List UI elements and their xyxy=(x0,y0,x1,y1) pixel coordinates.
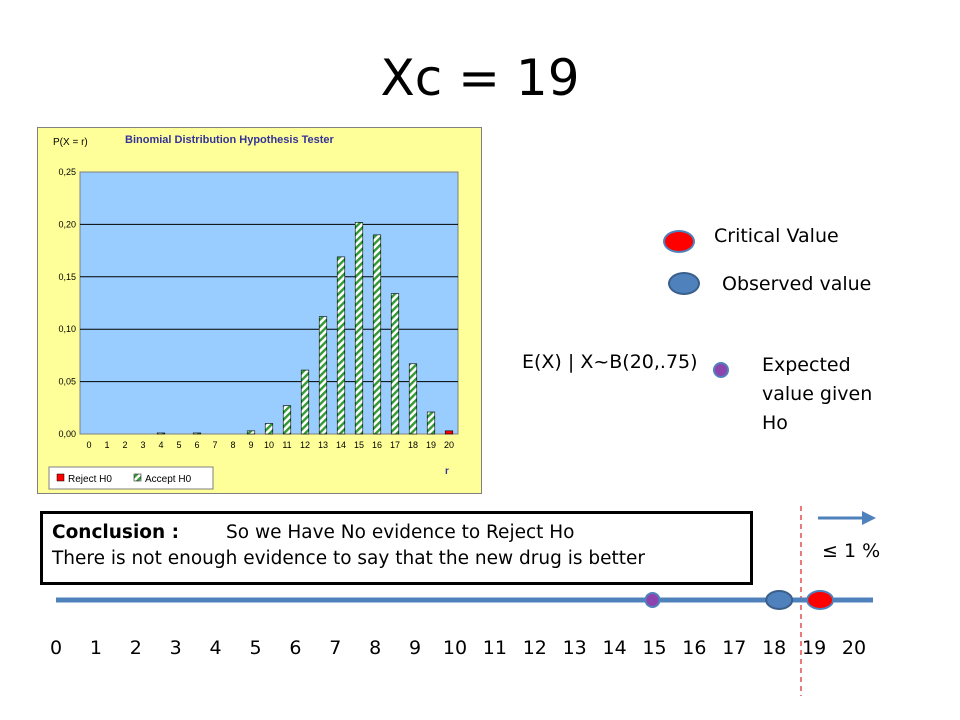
conclusion-statement: So we Have No evidence to Reject Ho xyxy=(226,522,575,543)
bar-accept xyxy=(264,423,274,435)
number-line-tick-label: 9 xyxy=(409,637,421,659)
number-line-tick-label: 16 xyxy=(682,637,706,659)
number-line-tick-label: 10 xyxy=(443,637,467,659)
x-tick-label: 0 xyxy=(86,440,91,450)
chart-title: Binomial Distribution Hypothesis Tester xyxy=(125,134,335,146)
number-line-tick-label: 12 xyxy=(523,637,547,659)
y-tick-label: 0,25 xyxy=(58,167,76,177)
x-tick-label: 15 xyxy=(354,440,364,450)
x-tick-label: 19 xyxy=(426,440,436,450)
x-tick-label: 20 xyxy=(444,440,454,450)
slide-title: Xc = 19 xyxy=(380,49,580,107)
y-axis-label: P(X = r) xyxy=(53,137,88,148)
x-tick-label: 3 xyxy=(140,440,145,450)
number-line-tick-label: 2 xyxy=(130,637,142,659)
expected-value-marker xyxy=(713,362,729,378)
bar-reject xyxy=(444,430,454,435)
x-tick-label: 7 xyxy=(212,440,217,450)
x-tick-label: 10 xyxy=(264,440,274,450)
critical-value-label: Critical Value xyxy=(714,225,839,247)
x-tick-label: 4 xyxy=(158,440,163,450)
x-tick-label: 14 xyxy=(336,440,346,450)
expected-value-formula: E(X) | X~B(20,.75) xyxy=(522,351,698,373)
number-line-tick-label: 11 xyxy=(483,637,507,659)
bar-accept xyxy=(408,363,418,435)
bar-accept xyxy=(354,222,364,435)
chart-legend: Reject H0 Accept H0 xyxy=(48,466,214,490)
binomial-chart-panel: P(X = r) Binomial Distribution Hypothesi… xyxy=(37,127,482,499)
number-line-tick-label: 7 xyxy=(329,637,341,659)
number-line-tick-label: 1 xyxy=(90,637,102,659)
expected-value-caption: Expected value given Ho xyxy=(762,354,873,434)
x-tick-label: 2 xyxy=(122,440,127,450)
conclusion-line-2: There is not enough evidence to say that… xyxy=(52,548,646,569)
x-axis-label: r xyxy=(445,466,449,477)
plot-area xyxy=(79,171,459,435)
chart-legend-box xyxy=(48,466,214,490)
number-line-tick-label: 13 xyxy=(563,637,587,659)
x-tick-label: 16 xyxy=(372,440,382,450)
number-line-tick-label: 19 xyxy=(802,637,826,659)
legend-accept-label: Accept H0 xyxy=(145,474,192,485)
arrow-right-icon xyxy=(818,511,876,525)
number-line-tick-label: 17 xyxy=(722,637,746,659)
legend-reject-label: Reject H0 xyxy=(68,474,112,485)
bar-accept xyxy=(336,256,346,435)
x-tick-label: 6 xyxy=(194,440,199,450)
number-line-tick-label: 5 xyxy=(249,637,261,659)
number-line-tick-label: 4 xyxy=(210,637,222,659)
number-line-tick-label: 18 xyxy=(762,637,786,659)
critical-value-point xyxy=(806,590,835,610)
y-tick-label: 0,00 xyxy=(58,429,76,439)
binomial-chart: P(X = r) Binomial Distribution Hypothesi… xyxy=(37,127,482,494)
x-tick-label: 9 xyxy=(248,440,253,450)
expected-value-point xyxy=(644,592,661,608)
reject-swatch xyxy=(56,473,65,482)
bar-accept xyxy=(192,432,202,435)
x-tick-label: 8 xyxy=(230,440,235,450)
conclusion-heading: Conclusion : xyxy=(52,522,180,543)
number-line-tick-label: 14 xyxy=(603,637,627,659)
x-tick-label: 13 xyxy=(318,440,328,450)
x-tick-label: 11 xyxy=(282,440,291,450)
number-line-tick-label: 3 xyxy=(170,637,182,659)
bar-accept xyxy=(282,405,292,435)
y-tick-label: 0,10 xyxy=(58,324,76,334)
bar-accept xyxy=(426,411,436,435)
number-line-tick-label: 6 xyxy=(289,637,301,659)
number-line-tick-label: 20 xyxy=(842,637,866,659)
y-tick-label: 0,20 xyxy=(58,219,76,229)
critical-value-marker xyxy=(663,230,695,253)
number-line-tick-label: 8 xyxy=(369,637,381,659)
number-line-tick-label: 0 xyxy=(50,637,62,659)
significance-threshold-label: ≤ 1 % xyxy=(822,540,881,562)
observed-value-label: Observed value xyxy=(722,273,872,295)
bar-accept xyxy=(300,369,310,435)
number-line-tick-label: 15 xyxy=(642,637,666,659)
bar-accept xyxy=(390,293,400,435)
observed-value-marker xyxy=(668,272,700,295)
number-line: 0 1 2 3 4 5 6 7 8 9 10 11 12 13 14 15 16 17 18 19 20 xyxy=(50,506,876,696)
x-tick-label: 18 xyxy=(408,440,418,450)
bar-accept xyxy=(246,430,256,435)
x-tick-label: 5 xyxy=(176,440,181,450)
observed-value-point xyxy=(765,590,794,610)
y-tick-label: 0,05 xyxy=(58,377,76,387)
conclusion-box: Conclusion : So we Have No evidence to Re… xyxy=(40,511,753,585)
x-tick-label: 1 xyxy=(104,440,109,450)
bar-accept xyxy=(372,234,382,435)
bar-accept xyxy=(318,316,328,435)
conclusion-line-1: Conclusion : So we Have No evidence to Re… xyxy=(52,520,750,546)
y-tick-label: 0,15 xyxy=(58,272,76,282)
x-tick-label: 17 xyxy=(390,440,400,450)
bar-accept xyxy=(156,432,166,435)
x-tick-label: 12 xyxy=(300,440,310,450)
accept-swatch xyxy=(133,473,142,482)
